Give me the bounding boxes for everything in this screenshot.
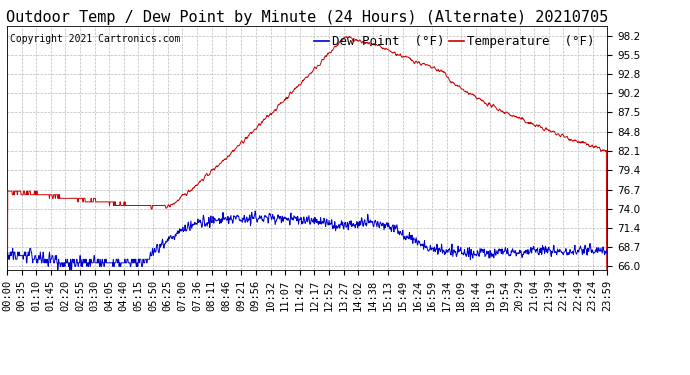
Text: Copyright 2021 Cartronics.com: Copyright 2021 Cartronics.com — [10, 34, 180, 44]
Title: Outdoor Temp / Dew Point by Minute (24 Hours) (Alternate) 20210705: Outdoor Temp / Dew Point by Minute (24 H… — [6, 10, 608, 25]
Legend: Dew Point  (°F), Temperature  (°F): Dew Point (°F), Temperature (°F) — [314, 35, 595, 48]
